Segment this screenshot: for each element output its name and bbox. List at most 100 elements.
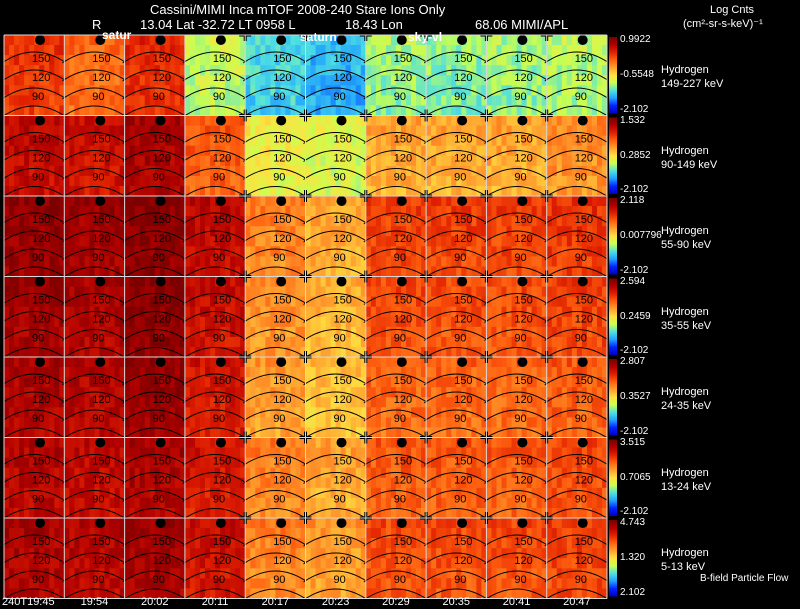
- heatmap-pixel: [210, 165, 216, 177]
- heatmap-pixel: [199, 427, 206, 438]
- heatmap-pixel: [541, 85, 547, 96]
- heatmap-pixel: [546, 155, 553, 167]
- heatmap-pixel: [275, 266, 281, 277]
- heatmap-pixel: [456, 296, 462, 307]
- heatmap-pixel: [330, 357, 336, 368]
- heatmap-pixel: [400, 296, 407, 307]
- heatmap-pixel: [194, 125, 201, 136]
- heatmap-pixel: [541, 75, 547, 86]
- contour-label: 150: [213, 53, 231, 65]
- contour-line: [62, 186, 127, 198]
- heatmap-pixel: [54, 256, 60, 267]
- contour-line: [544, 266, 610, 279]
- heatmap-pixel: [566, 256, 573, 267]
- heatmap-pixel: [290, 276, 296, 287]
- heatmap-pixel: [174, 85, 181, 96]
- heatmap-pixel: [305, 105, 311, 116]
- heatmap-pixel: [59, 65, 65, 76]
- heatmap-pixel: [551, 135, 558, 146]
- heatmap-pixel: [400, 155, 407, 167]
- heatmap-pixel: [380, 367, 387, 378]
- heatmap-pixel: [44, 266, 50, 277]
- heatmap-pixel: [481, 316, 487, 328]
- heatmap-pixel: [230, 206, 236, 217]
- heatmap-pixel: [149, 256, 156, 267]
- heatmap-pixel: [64, 357, 70, 368]
- heatmap-pixel: [571, 206, 578, 217]
- heatmap-pixel: [49, 145, 55, 157]
- heatmap-pixel: [305, 85, 311, 96]
- heatmap-pixel: [159, 105, 166, 116]
- heatmap-pixel: [124, 417, 130, 428]
- heatmap-pixel: [179, 357, 186, 368]
- heatmap-pixel: [536, 145, 542, 157]
- heatmap-pixel: [350, 407, 357, 418]
- heatmap-pixel: [205, 397, 211, 408]
- heatmap-pixel: [471, 216, 477, 227]
- heatmap-pixel: [134, 196, 140, 207]
- heatmap-pixel: [315, 85, 321, 96]
- heatmap-pixel: [335, 216, 341, 227]
- heatmap-pixel: [69, 286, 75, 297]
- heatmap-pixel: [260, 346, 266, 358]
- sun-marker: [577, 115, 588, 126]
- heatmap-pixel: [350, 95, 357, 106]
- heatmap-pixel: [174, 417, 181, 428]
- heatmap-pixel: [330, 125, 336, 136]
- heatmap-pixel: [320, 55, 326, 66]
- heatmap-pixel: [59, 326, 65, 338]
- heatmap-pixel: [14, 155, 20, 167]
- heatmap-pixel: [551, 256, 558, 267]
- heatmap-pixel: [29, 55, 35, 66]
- heatmap-pixel: [390, 357, 397, 368]
- heatmap-pixel: [19, 65, 25, 76]
- heatmap-pixel: [189, 306, 196, 318]
- heatmap-pixel: [29, 276, 35, 287]
- heatmap-pixel: [139, 125, 145, 136]
- heatmap-pixel: [511, 105, 517, 116]
- heatmap-pixel: [406, 35, 412, 46]
- heatmap-pixel: [566, 266, 573, 277]
- heatmap-pixel: [129, 45, 135, 56]
- heatmap-pixel: [511, 45, 517, 56]
- heatmap-pixel: [220, 85, 226, 96]
- heatmap-pixel: [365, 407, 372, 418]
- contour-line: [182, 105, 248, 118]
- heatmap-pixel: [184, 336, 191, 348]
- heatmap-pixel: [260, 296, 266, 307]
- sun-marker: [35, 35, 45, 45]
- contour-line: [484, 329, 549, 341]
- heatmap-pixel: [285, 357, 291, 368]
- heatmap-pixel: [129, 346, 135, 358]
- heatmap-pixel: [255, 175, 261, 187]
- heatmap-pixel: [385, 336, 392, 348]
- heatmap-pixel: [400, 165, 407, 177]
- heatmap-pixel: [210, 55, 216, 66]
- heatmap-pixel: [94, 417, 100, 428]
- heatmap-pixel: [54, 206, 60, 217]
- heatmap-pixel: [255, 397, 261, 408]
- heatmap-pixel: [456, 85, 462, 96]
- heatmap-pixel: [265, 266, 271, 277]
- heatmap-pixel: [29, 266, 35, 277]
- heatmap-pixel: [586, 226, 593, 237]
- heatmap-pixel: [315, 387, 321, 398]
- heatmap-pixel: [330, 206, 336, 217]
- heatmap-pixel: [531, 306, 537, 318]
- heatmap-pixel: [79, 185, 85, 197]
- heatmap-pixel: [194, 175, 201, 187]
- heatmap-pixel: [551, 175, 558, 187]
- heatmap-pixel: [601, 165, 608, 177]
- heatmap-pixel: [476, 55, 482, 66]
- heatmap-pixel: [19, 145, 25, 157]
- heatmap-pixel: [69, 417, 75, 428]
- heatmap-pixel: [571, 185, 578, 197]
- heatmap-pixel: [350, 387, 357, 398]
- contour-label: 90: [92, 333, 104, 345]
- heatmap-pixel: [89, 286, 95, 297]
- heatmap-pixel: [134, 105, 140, 116]
- heatmap-pixel: [551, 105, 558, 116]
- heatmap-pixel: [411, 45, 417, 56]
- heatmap-pixel: [139, 135, 145, 146]
- heatmap-pixel: [446, 296, 452, 307]
